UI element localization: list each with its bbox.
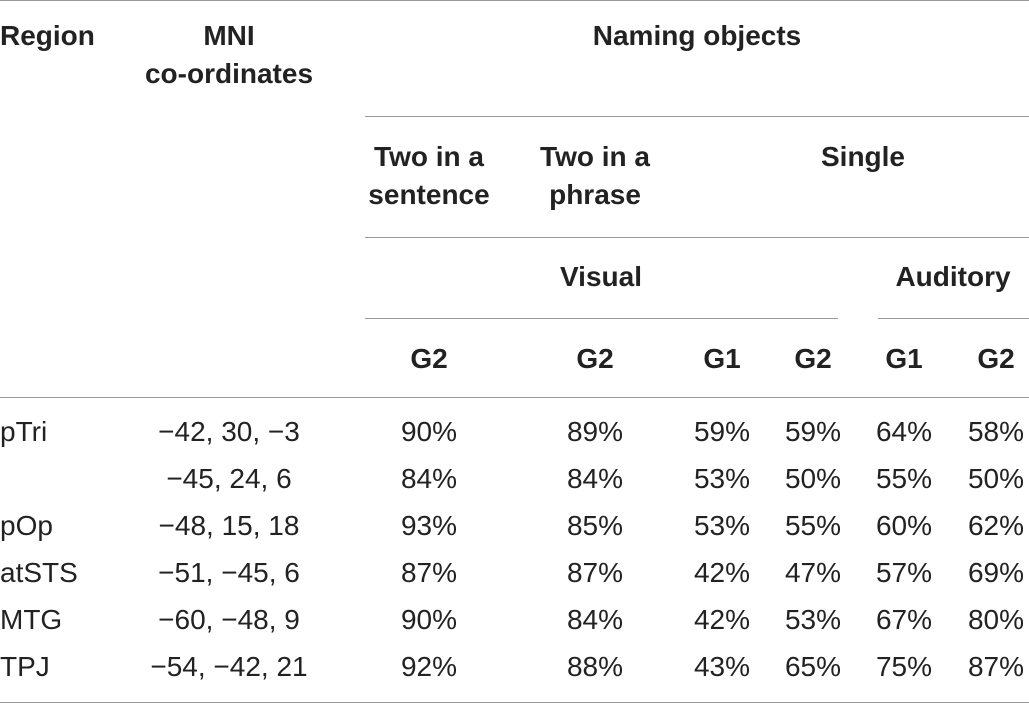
row-value: 59% — [784, 416, 842, 447]
row-value: 65% — [784, 651, 842, 682]
row-value: 80% — [967, 604, 1025, 635]
row-value: 87% — [566, 557, 624, 588]
header-group-6: G2 — [977, 343, 1015, 374]
row-region: atSTS — [0, 557, 78, 588]
row-value: 58% — [967, 416, 1025, 447]
row-mni: −51, −45, 6 — [158, 557, 300, 588]
row-value: 89% — [566, 416, 624, 447]
row-value: 87% — [967, 651, 1025, 682]
row-value: 43% — [693, 651, 751, 682]
row-value: 50% — [967, 463, 1025, 494]
header-group-1: G2 — [410, 343, 448, 374]
header-two-sentence-line1: Two in a — [374, 141, 484, 172]
naming-objects-rule — [365, 116, 1029, 117]
row-mni: −45, 24, 6 — [166, 463, 292, 494]
row-value: 42% — [693, 604, 751, 635]
row-region: pTri — [0, 416, 48, 447]
row-value: 85% — [566, 510, 624, 541]
row-value: 42% — [693, 557, 751, 588]
bottom-rule — [0, 702, 1029, 703]
header-mni-line1: MNI — [203, 20, 255, 51]
row-value: 75% — [875, 651, 933, 682]
header-single: Single — [820, 141, 906, 172]
header-auditory: Auditory — [895, 261, 1011, 292]
row-value: 53% — [784, 604, 842, 635]
row-region: MTG — [0, 604, 63, 635]
row-value: 62% — [967, 510, 1025, 541]
header-group-3: G1 — [703, 343, 741, 374]
visual-rule — [365, 318, 838, 319]
row-value: 84% — [566, 463, 624, 494]
row-mni: −60, −48, 9 — [158, 604, 300, 635]
header-two-sentence-line2: sentence — [368, 179, 490, 210]
row-value: 88% — [566, 651, 624, 682]
row-value: 69% — [967, 557, 1025, 588]
row-value: 55% — [784, 510, 842, 541]
row-value: 84% — [566, 604, 624, 635]
header-visual: Visual — [560, 261, 642, 292]
row-value: 90% — [400, 416, 458, 447]
row-mni: −48, 15, 18 — [158, 510, 300, 541]
header-group-2: G2 — [576, 343, 614, 374]
row-value: 84% — [400, 463, 458, 494]
row-value: 60% — [875, 510, 933, 541]
header-group-5: G1 — [885, 343, 923, 374]
row-mni: −54, −42, 21 — [150, 651, 308, 682]
conditions-rule — [365, 237, 1029, 238]
row-value: 64% — [875, 416, 933, 447]
row-value: 50% — [784, 463, 842, 494]
header-mni-line2: co-ordinates — [144, 58, 314, 89]
row-value: 53% — [693, 463, 751, 494]
row-mni: −42, 30, −3 — [158, 416, 300, 447]
header-naming-objects: Naming objects — [592, 20, 802, 51]
auditory-rule — [878, 318, 1029, 319]
row-region: pOp — [0, 510, 53, 541]
row-value: 67% — [875, 604, 933, 635]
header-group-4: G2 — [794, 343, 832, 374]
row-region: TPJ — [0, 651, 50, 682]
row-value: 57% — [875, 557, 933, 588]
header-bottom-rule — [0, 397, 1029, 398]
row-value: 90% — [400, 604, 458, 635]
top-rule — [0, 0, 1029, 1]
row-value: 59% — [693, 416, 751, 447]
header-two-phrase-line2: phrase — [549, 179, 641, 210]
row-value: 92% — [400, 651, 458, 682]
row-value: 93% — [400, 510, 458, 541]
header-region: Region — [0, 20, 95, 51]
row-value: 87% — [400, 557, 458, 588]
header-two-phrase-line1: Two in a — [540, 141, 650, 172]
row-value: 55% — [875, 463, 933, 494]
row-value: 53% — [693, 510, 751, 541]
row-value: 47% — [784, 557, 842, 588]
